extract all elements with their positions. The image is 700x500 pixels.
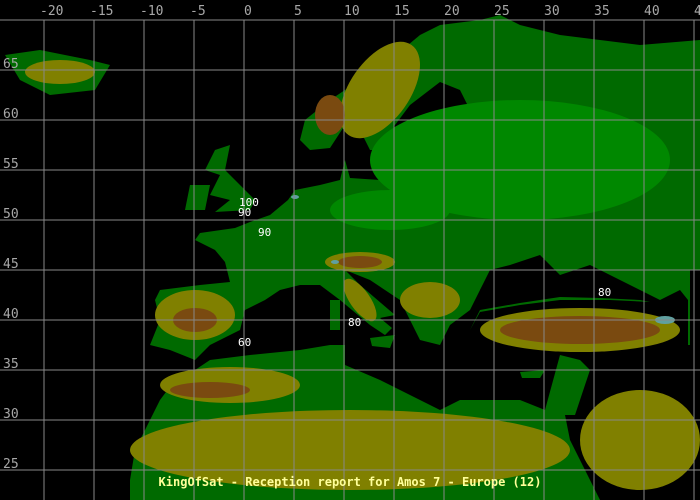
plain-east-europe <box>370 100 670 220</box>
longitude-label: -10 <box>140 4 164 19</box>
longitude-label: 45 <box>694 4 700 19</box>
cyprus <box>520 370 545 378</box>
longitude-label: 25 <box>494 4 510 19</box>
latitude-label: 25 <box>3 457 19 472</box>
hills-italy <box>343 278 377 322</box>
mountains-norway <box>315 95 345 135</box>
latitude-label: 55 <box>3 157 19 172</box>
longitude-label: 35 <box>594 4 610 19</box>
longitude-label: 30 <box>544 4 560 19</box>
longitude-label: 20 <box>444 4 460 19</box>
longitude-label: -20 <box>40 4 64 19</box>
latitude-label: 65 <box>3 57 19 72</box>
longitude-label: -5 <box>190 4 206 19</box>
contour-label: 90 <box>258 226 272 239</box>
mountains-alps <box>338 256 382 268</box>
peaks-alps <box>331 260 339 264</box>
latitude-label: 50 <box>3 207 19 222</box>
latitude-label: 30 <box>3 407 19 422</box>
hills-arabia <box>580 390 700 490</box>
map-title: KingOfSat - Reception report for Amos 7 … <box>158 475 542 489</box>
longitude-label: 5 <box>294 4 302 19</box>
latitude-label: 45 <box>3 257 19 272</box>
latitude-label: 60 <box>3 107 19 122</box>
contour-label: 80 <box>348 316 362 329</box>
contour-label: 90 <box>238 206 252 219</box>
contour-label: 100 <box>239 196 259 209</box>
lake-ijsselmeer <box>291 195 299 199</box>
hills-iceland <box>25 60 95 84</box>
contour-label: 60 <box>238 336 252 349</box>
sicily <box>370 335 395 348</box>
great-britain <box>205 145 255 212</box>
longitude-label: 15 <box>394 4 410 19</box>
hills-scandinavia <box>340 41 420 139</box>
mountains-anatolia <box>500 316 660 344</box>
latitude-label: 35 <box>3 357 19 372</box>
longitude-label: 0 <box>244 4 252 19</box>
mountains-atlas <box>170 382 250 398</box>
sardinia-corsica <box>330 300 340 330</box>
latitude-label: 40 <box>3 307 19 322</box>
longitude-label: -15 <box>90 4 114 19</box>
caspian-sea <box>690 270 700 345</box>
longitude-label: 40 <box>644 4 660 19</box>
ireland <box>185 185 210 210</box>
hills-balkans <box>400 282 460 318</box>
longitude-label: 10 <box>344 4 360 19</box>
contour-label: 80 <box>598 286 612 299</box>
